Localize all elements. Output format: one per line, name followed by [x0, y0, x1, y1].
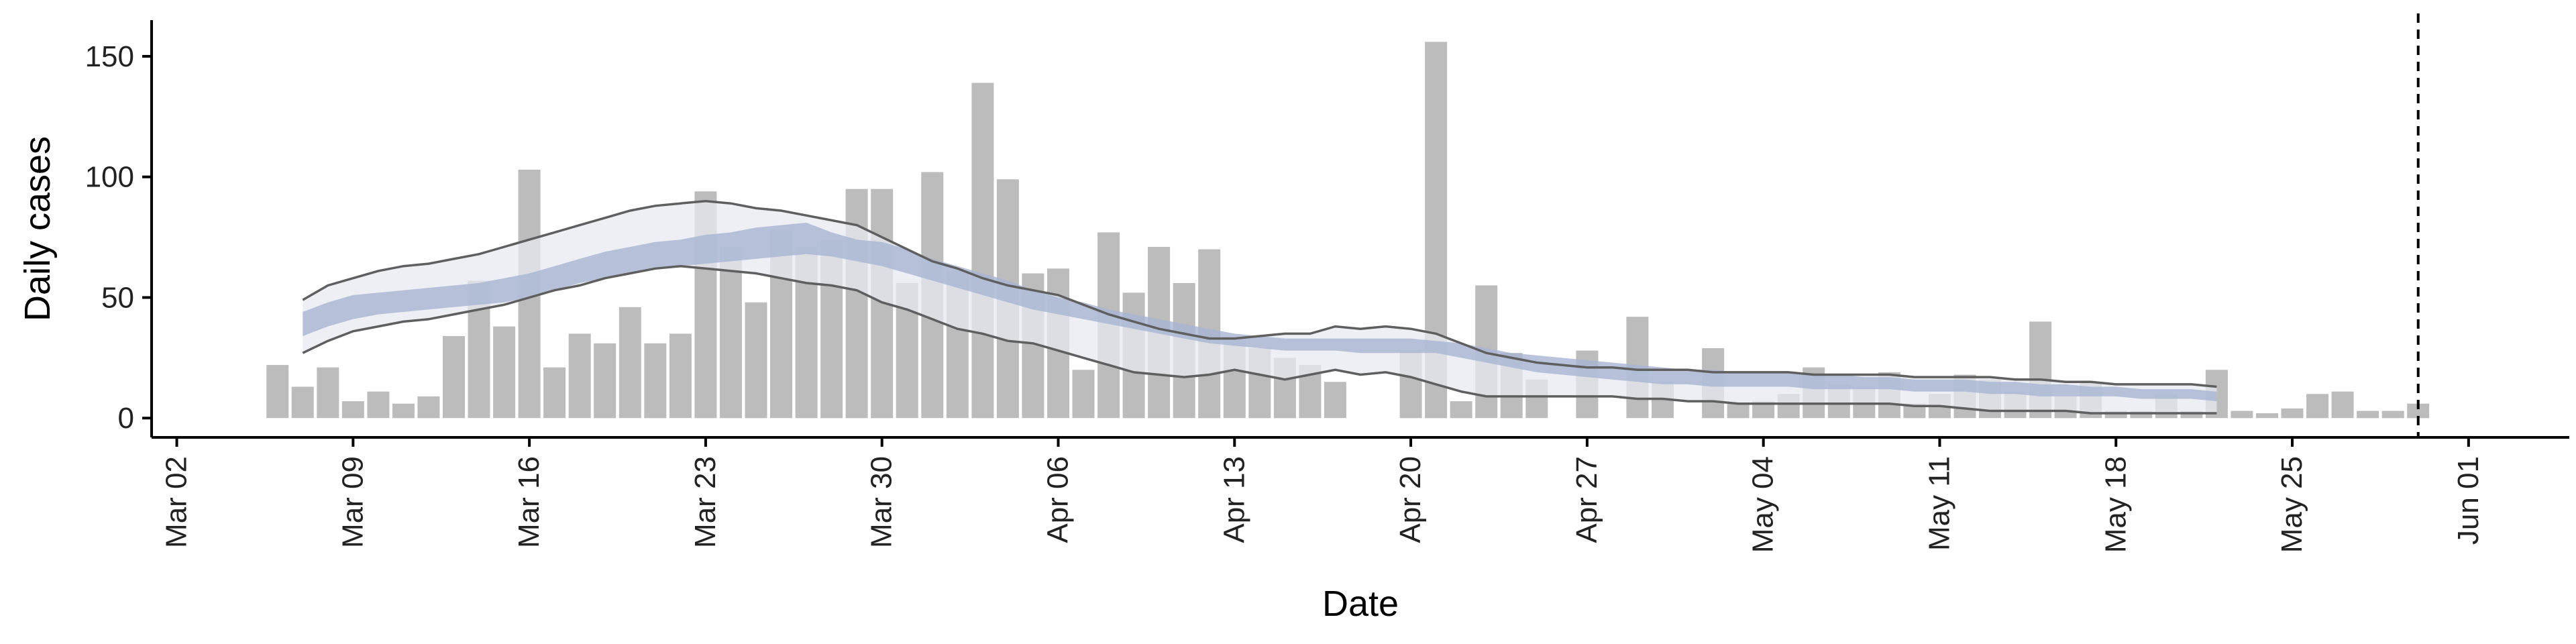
bar	[417, 396, 440, 419]
bar	[2281, 408, 2304, 419]
y-tick-label: 150	[85, 40, 134, 73]
x-tick-label: May 04	[1747, 456, 1780, 553]
bar	[2357, 411, 2379, 419]
x-tick-label: Apr 06	[1042, 456, 1075, 543]
x-tick-label: Mar 16	[513, 456, 545, 548]
bar	[669, 333, 692, 419]
bar	[2180, 411, 2203, 419]
band-edge-layer	[302, 199, 2217, 415]
x-tick-label: Jun 01	[2452, 456, 2485, 545]
bar	[2256, 413, 2278, 419]
x-tick-label: Apr 13	[1218, 456, 1250, 543]
bar	[341, 401, 364, 419]
y-axis-ticks: 0 50 100 150	[85, 40, 152, 435]
bar	[2130, 411, 2153, 419]
bar	[594, 343, 616, 419]
bar	[568, 333, 591, 419]
x-axis-ticks: Mar 02 Mar 09 Mar 16 Mar 23 Mar 30 Apr 06 Apr …	[160, 437, 2485, 553]
outer-band-upper-line	[302, 199, 2217, 388]
bar	[543, 367, 566, 419]
bar	[619, 307, 641, 419]
bar	[1072, 370, 1095, 419]
bar	[2381, 411, 2404, 419]
x-tick-label: Mar 23	[689, 456, 722, 548]
bar	[1903, 403, 1926, 419]
y-tick-label: 100	[85, 161, 134, 194]
bar	[971, 83, 994, 419]
bar	[443, 336, 465, 419]
bar	[317, 367, 339, 419]
bar	[2104, 411, 2127, 419]
bar	[2306, 394, 2329, 419]
x-tick-label: Mar 30	[865, 456, 898, 548]
x-tick-label: Apr 20	[1394, 456, 1427, 543]
bar	[392, 403, 415, 419]
inner-band-layer	[303, 223, 2217, 402]
bar	[644, 343, 667, 419]
bar	[1450, 401, 1472, 419]
bar	[493, 326, 516, 419]
outer-band-lower-line	[302, 264, 2217, 415]
bar	[266, 365, 289, 419]
y-tick-label: 50	[101, 281, 134, 314]
x-axis-title: Date	[1322, 584, 1399, 624]
x-tick-label: Mar 09	[336, 456, 369, 548]
bar	[367, 391, 390, 419]
y-tick-label: 0	[118, 402, 134, 435]
x-tick-label: Mar 02	[160, 456, 193, 548]
x-tick-label: May 18	[2099, 456, 2132, 553]
inner-band-area	[303, 223, 2217, 402]
y-axis-title: Daily cases	[17, 136, 58, 321]
bar	[2407, 403, 2430, 419]
x-tick-label: May 11	[1923, 456, 1955, 551]
bar	[2331, 391, 2354, 419]
bar	[719, 247, 742, 419]
bar	[1727, 403, 1750, 419]
bar	[745, 302, 767, 419]
x-tick-label: May 25	[2275, 456, 2308, 553]
x-tick-label: Apr 27	[1570, 456, 1603, 543]
bar	[1324, 382, 1346, 419]
bar	[291, 386, 314, 419]
bar	[2231, 411, 2253, 419]
